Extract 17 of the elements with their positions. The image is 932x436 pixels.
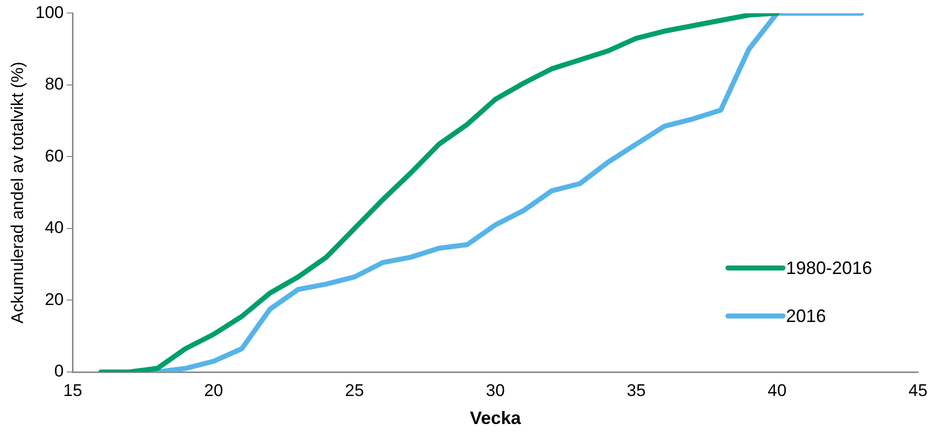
x-tick-label: 35 [626, 380, 646, 400]
x-axis-title: Vecka [470, 408, 522, 428]
y-tick-label: 100 [35, 2, 64, 22]
legend-label: 1980-2016 [786, 258, 872, 278]
y-tick-label: 80 [44, 74, 64, 94]
x-tick-label: 40 [768, 380, 787, 400]
x-tick-label: 25 [345, 380, 364, 400]
x-tick-label: 30 [486, 380, 505, 400]
x-tick-label: 15 [63, 380, 82, 400]
legend-label: 2016 [786, 306, 826, 326]
y-tick-label: 40 [44, 218, 64, 238]
x-tick-label: 20 [204, 380, 224, 400]
y-tick-label: 20 [44, 290, 64, 309]
y-tick-label: 0 [54, 362, 64, 381]
y-axis-title: Ackumulerad andel av totalvikt (%) [8, 62, 27, 324]
y-tick-label: 60 [44, 146, 64, 166]
x-tick-label: 45 [908, 380, 928, 400]
